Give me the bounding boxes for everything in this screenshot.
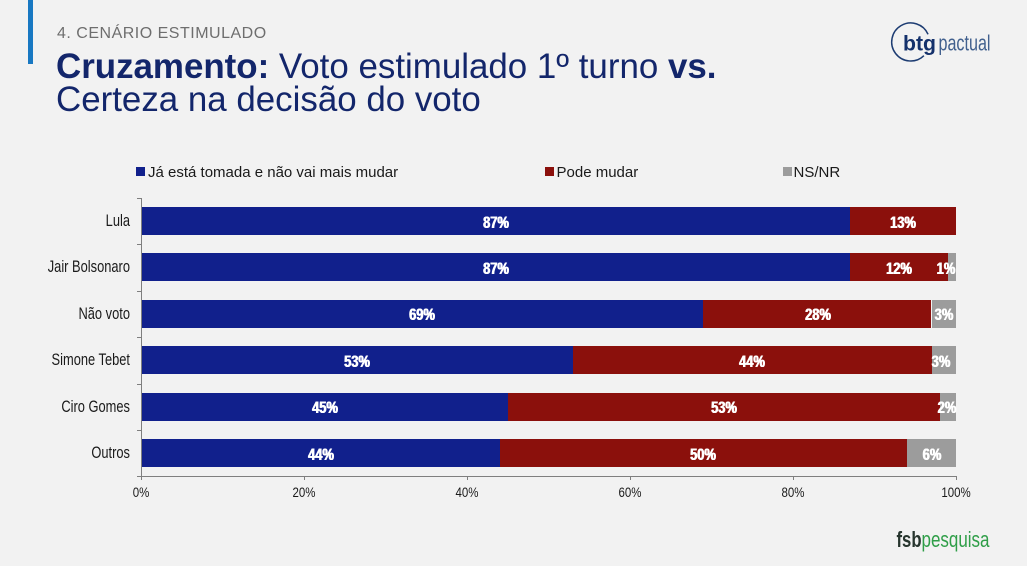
svg-text:pactual: pactual (939, 31, 991, 56)
svg-text:pesquisa: pesquisa (922, 527, 991, 552)
svg-text:btg: btg (903, 33, 936, 56)
svg-text:fsb: fsb (897, 527, 922, 552)
